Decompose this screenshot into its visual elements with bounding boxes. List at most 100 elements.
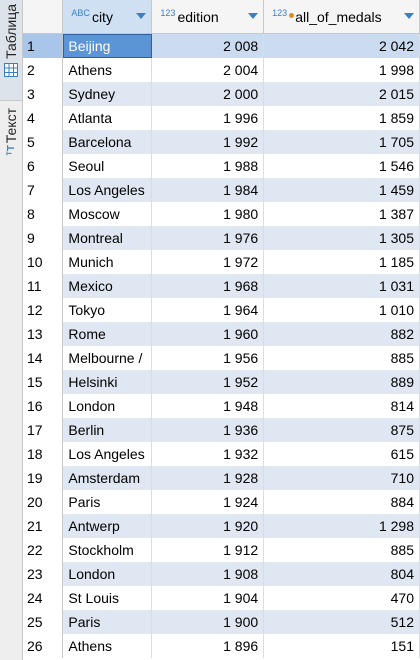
table-row[interactable]: 14 Melbourne /1 956 885: [23, 345, 420, 370]
table-row[interactable]: 5 Barcelona 1 992 1 705: [23, 129, 420, 154]
table-row[interactable]: 1 Beijing 2 008 2 042: [23, 33, 420, 58]
row-number-cell[interactable]: 1: [23, 33, 64, 58]
city-cell[interactable]: Los Angeles: [62, 441, 153, 466]
city-cell[interactable]: Stockholm: [62, 537, 153, 562]
row-number-cell[interactable]: 26: [23, 633, 64, 658]
row-number-cell[interactable]: 2: [23, 57, 64, 82]
all-of-medals-cell[interactable]: 1 387: [263, 201, 420, 226]
table-row[interactable]: 19 Amsterdam 1 928 710: [23, 465, 420, 490]
row-number-header[interactable]: [23, 0, 64, 34]
all-of-medals-cell[interactable]: 1 546: [263, 153, 420, 178]
row-number-cell[interactable]: 8: [23, 201, 64, 226]
row-number-cell[interactable]: 17: [23, 417, 64, 442]
all-of-medals-cell[interactable]: 1 305: [263, 225, 420, 250]
all-of-medals-cell[interactable]: 1 459: [263, 177, 420, 202]
edition-cell[interactable]: 1 936: [151, 417, 265, 442]
row-number-cell[interactable]: 19: [23, 465, 64, 490]
city-cell[interactable]: Montreal: [62, 225, 153, 250]
table-row[interactable]: 20 Paris 1 924 884: [23, 489, 420, 514]
row-number-cell[interactable]: 10: [23, 249, 64, 274]
table-row[interactable]: 26 Athens 1 896 151: [23, 633, 420, 658]
city-cell[interactable]: Paris: [62, 489, 153, 514]
city-cell[interactable]: Melbourne /: [62, 345, 153, 370]
column-header-all-of-medals[interactable]: 123 all_of_medals: [263, 0, 420, 34]
edition-cell[interactable]: 1 956: [151, 345, 265, 370]
row-number-cell[interactable]: 21: [23, 513, 64, 538]
edition-cell[interactable]: 1 988: [151, 153, 265, 178]
edition-cell[interactable]: 1 980: [151, 201, 265, 226]
table-row[interactable]: 3 Sydney 2 000 2 015: [23, 81, 420, 106]
column-header-edition[interactable]: 123 edition: [151, 0, 265, 34]
all-of-medals-cell[interactable]: 1 010: [263, 297, 420, 322]
all-of-medals-cell[interactable]: 875: [263, 417, 420, 442]
table-row[interactable]: 9 Montreal 1 976 1 305: [23, 225, 420, 250]
edition-cell[interactable]: 2 000: [151, 81, 265, 106]
city-cell[interactable]: Amsterdam: [62, 465, 153, 490]
table-row[interactable]: 4 Atlanta 1 996 1 859: [23, 105, 420, 130]
city-cell[interactable]: Athens: [62, 633, 153, 658]
table-row[interactable]: 11 Mexico 1 968 1 031: [23, 273, 420, 298]
table-row[interactable]: 16 London 1 948 814: [23, 393, 420, 418]
edition-cell[interactable]: 1 984: [151, 177, 265, 202]
table-row[interactable]: 7 Los Angeles 1 984 1 459: [23, 177, 420, 202]
row-number-cell[interactable]: 14: [23, 345, 64, 370]
edition-cell[interactable]: 1 948: [151, 393, 265, 418]
edition-cell[interactable]: 1 896: [151, 633, 265, 658]
row-number-cell[interactable]: 13: [23, 321, 64, 346]
table-row[interactable]: 23 London 1 908 804: [23, 561, 420, 586]
city-cell[interactable]: London: [62, 561, 153, 586]
table-row[interactable]: 15 Helsinki 1 952 889: [23, 369, 420, 394]
all-of-medals-cell[interactable]: 512: [263, 609, 420, 634]
all-of-medals-cell[interactable]: 882: [263, 321, 420, 346]
city-cell[interactable]: Munich: [62, 249, 153, 274]
all-of-medals-cell[interactable]: 1 998: [263, 57, 420, 82]
city-cell[interactable]: Mexico: [62, 273, 153, 298]
all-of-medals-cell[interactable]: 710: [263, 465, 420, 490]
row-number-cell[interactable]: 23: [23, 561, 64, 586]
edition-cell[interactable]: 1 912: [151, 537, 265, 562]
city-cell[interactable]: Helsinki: [62, 369, 153, 394]
city-cell[interactable]: Sydney: [62, 81, 153, 106]
table-row[interactable]: 10 Munich 1 972 1 185: [23, 249, 420, 274]
row-number-cell[interactable]: 25: [23, 609, 64, 634]
table-row[interactable]: 12 Tokyo 1 964 1 010: [23, 297, 420, 322]
city-cell[interactable]: Athens: [62, 57, 153, 82]
city-cell[interactable]: Atlanta: [62, 105, 153, 130]
all-of-medals-cell[interactable]: 1 859: [263, 105, 420, 130]
edition-cell[interactable]: 1 932: [151, 441, 265, 466]
edition-cell[interactable]: 1 992: [151, 129, 265, 154]
row-number-cell[interactable]: 11: [23, 273, 64, 298]
sort-dropdown-icon[interactable]: [404, 13, 414, 19]
sort-dropdown-icon[interactable]: [248, 13, 259, 19]
city-cell[interactable]: St Louis: [62, 585, 153, 610]
city-cell[interactable]: Paris: [62, 609, 153, 634]
edition-cell[interactable]: 1 928: [151, 465, 265, 490]
all-of-medals-cell[interactable]: 1 031: [263, 273, 420, 298]
city-cell[interactable]: Berlin: [62, 417, 153, 442]
row-number-cell[interactable]: 15: [23, 369, 64, 394]
city-cell[interactable]: London: [62, 393, 153, 418]
edition-cell[interactable]: 1 964: [151, 297, 265, 322]
city-cell[interactable]: Rome: [62, 321, 153, 346]
edition-cell[interactable]: 1 952: [151, 369, 265, 394]
table-row[interactable]: 24 St Louis 1 904 470: [23, 585, 420, 610]
all-of-medals-cell[interactable]: 1 298: [263, 513, 420, 538]
row-number-cell[interactable]: 6: [23, 153, 64, 178]
edition-cell[interactable]: 2 004: [151, 57, 265, 82]
edition-cell[interactable]: 1 908: [151, 561, 265, 586]
sort-dropdown-icon[interactable]: [136, 13, 147, 19]
table-row[interactable]: 13 Rome 1 960 882: [23, 321, 420, 346]
all-of-medals-cell[interactable]: 804: [263, 561, 420, 586]
table-row[interactable]: 22 Stockholm 1 912 885: [23, 537, 420, 562]
row-number-cell[interactable]: 4: [23, 105, 64, 130]
table-row[interactable]: 17 Berlin 1 936 875: [23, 417, 420, 442]
table-row[interactable]: 25 Paris 1 900 512: [23, 609, 420, 634]
edition-cell[interactable]: 2 008: [151, 33, 265, 58]
row-number-cell[interactable]: 16: [23, 393, 64, 418]
row-number-cell[interactable]: 12: [23, 297, 64, 322]
row-number-cell[interactable]: 9: [23, 225, 64, 250]
row-number-cell[interactable]: 22: [23, 537, 64, 562]
row-number-cell[interactable]: 7: [23, 177, 64, 202]
all-of-medals-cell[interactable]: 2 015: [263, 81, 420, 106]
all-of-medals-cell[interactable]: 615: [263, 441, 420, 466]
